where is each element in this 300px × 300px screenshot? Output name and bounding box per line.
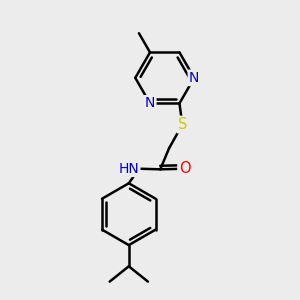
Text: HN: HN: [118, 162, 139, 176]
Text: N: N: [145, 96, 155, 110]
Text: S: S: [178, 117, 187, 132]
Text: O: O: [178, 161, 190, 176]
Text: N: N: [189, 71, 200, 85]
